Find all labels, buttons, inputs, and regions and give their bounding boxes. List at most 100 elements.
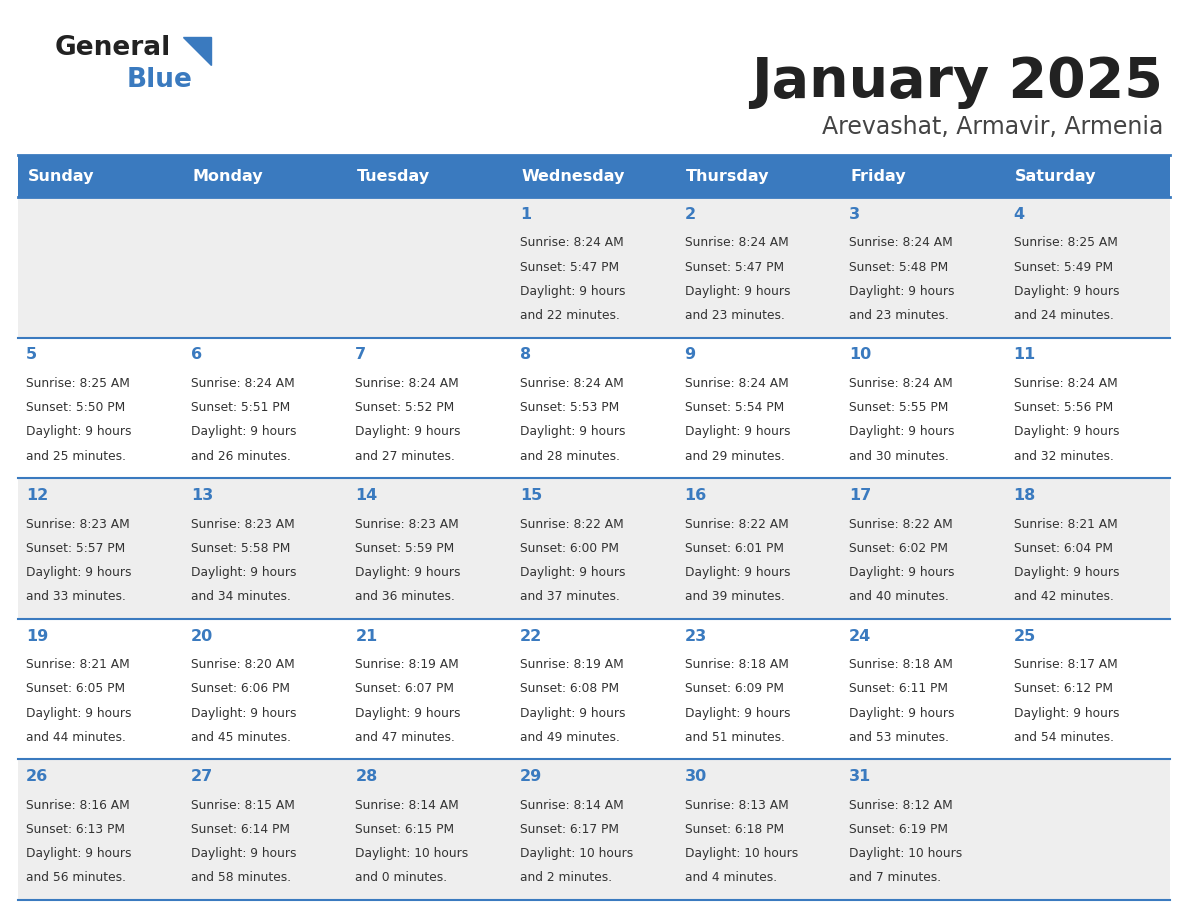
Text: 29: 29 xyxy=(520,769,542,784)
Text: Sunday: Sunday xyxy=(27,169,94,184)
Text: Sunset: 6:02 PM: Sunset: 6:02 PM xyxy=(849,542,948,554)
Text: 4: 4 xyxy=(1013,207,1025,222)
Bar xyxy=(841,478,1005,619)
Polygon shape xyxy=(183,37,211,65)
Bar xyxy=(1005,338,1170,478)
Bar xyxy=(183,478,347,619)
Text: Daylight: 9 hours: Daylight: 9 hours xyxy=(191,707,296,720)
Text: 28: 28 xyxy=(355,769,378,784)
Text: Sunrise: 8:17 AM: Sunrise: 8:17 AM xyxy=(1013,658,1118,671)
Bar xyxy=(183,759,347,900)
Bar xyxy=(183,338,347,478)
Text: 30: 30 xyxy=(684,769,707,784)
Text: Daylight: 10 hours: Daylight: 10 hours xyxy=(849,847,962,860)
Text: 5: 5 xyxy=(26,347,37,363)
Bar xyxy=(183,155,347,197)
Text: Sunrise: 8:23 AM: Sunrise: 8:23 AM xyxy=(355,518,459,531)
Bar xyxy=(512,155,676,197)
Text: Sunset: 6:04 PM: Sunset: 6:04 PM xyxy=(1013,542,1113,554)
Text: Sunrise: 8:23 AM: Sunrise: 8:23 AM xyxy=(26,518,129,531)
Text: Blue: Blue xyxy=(127,67,192,93)
Text: Daylight: 9 hours: Daylight: 9 hours xyxy=(520,566,625,579)
Text: Daylight: 9 hours: Daylight: 9 hours xyxy=(26,847,132,860)
Text: and 27 minutes.: and 27 minutes. xyxy=(355,450,455,463)
Text: and 2 minutes.: and 2 minutes. xyxy=(520,871,612,884)
Text: Sunrise: 8:21 AM: Sunrise: 8:21 AM xyxy=(1013,518,1118,531)
Text: Sunrise: 8:24 AM: Sunrise: 8:24 AM xyxy=(849,236,953,250)
Text: and 56 minutes.: and 56 minutes. xyxy=(26,871,126,884)
Bar xyxy=(841,338,1005,478)
Text: and 45 minutes.: and 45 minutes. xyxy=(191,731,291,744)
Bar xyxy=(512,619,676,759)
Bar xyxy=(347,155,512,197)
Text: 17: 17 xyxy=(849,488,871,503)
Text: Sunrise: 8:24 AM: Sunrise: 8:24 AM xyxy=(355,377,459,390)
Text: Daylight: 9 hours: Daylight: 9 hours xyxy=(191,425,296,439)
Bar xyxy=(18,155,183,197)
Text: Sunset: 6:12 PM: Sunset: 6:12 PM xyxy=(1013,682,1113,696)
Text: Daylight: 9 hours: Daylight: 9 hours xyxy=(684,285,790,297)
Text: 21: 21 xyxy=(355,629,378,644)
Bar xyxy=(512,338,676,478)
Bar xyxy=(676,759,841,900)
Text: Daylight: 9 hours: Daylight: 9 hours xyxy=(191,847,296,860)
Text: 14: 14 xyxy=(355,488,378,503)
Text: 18: 18 xyxy=(1013,488,1036,503)
Text: 19: 19 xyxy=(26,629,49,644)
Text: Sunrise: 8:22 AM: Sunrise: 8:22 AM xyxy=(849,518,953,531)
Text: Saturday: Saturday xyxy=(1016,169,1097,184)
Text: and 42 minutes.: and 42 minutes. xyxy=(1013,590,1113,603)
Text: and 58 minutes.: and 58 minutes. xyxy=(191,871,291,884)
Text: Sunset: 5:55 PM: Sunset: 5:55 PM xyxy=(849,401,948,414)
Text: and 39 minutes.: and 39 minutes. xyxy=(684,590,784,603)
Text: Wednesday: Wednesday xyxy=(522,169,625,184)
Text: and 54 minutes.: and 54 minutes. xyxy=(1013,731,1113,744)
Bar xyxy=(18,338,183,478)
Text: General: General xyxy=(55,35,171,61)
Bar xyxy=(841,197,1005,338)
Text: Sunset: 5:47 PM: Sunset: 5:47 PM xyxy=(684,261,784,274)
Text: Sunset: 6:15 PM: Sunset: 6:15 PM xyxy=(355,823,455,836)
Text: 10: 10 xyxy=(849,347,871,363)
Text: Daylight: 9 hours: Daylight: 9 hours xyxy=(1013,566,1119,579)
Text: Sunset: 6:14 PM: Sunset: 6:14 PM xyxy=(191,823,290,836)
Bar xyxy=(183,197,347,338)
Text: Sunrise: 8:19 AM: Sunrise: 8:19 AM xyxy=(520,658,624,671)
Text: Sunset: 5:51 PM: Sunset: 5:51 PM xyxy=(191,401,290,414)
Text: Sunrise: 8:24 AM: Sunrise: 8:24 AM xyxy=(849,377,953,390)
Text: and 28 minutes.: and 28 minutes. xyxy=(520,450,620,463)
Text: Sunset: 6:07 PM: Sunset: 6:07 PM xyxy=(355,682,454,696)
Text: Sunset: 5:57 PM: Sunset: 5:57 PM xyxy=(26,542,126,554)
Bar xyxy=(347,478,512,619)
Text: Tuesday: Tuesday xyxy=(358,169,430,184)
Text: Sunrise: 8:20 AM: Sunrise: 8:20 AM xyxy=(191,658,295,671)
Bar xyxy=(676,155,841,197)
Text: Sunset: 6:00 PM: Sunset: 6:00 PM xyxy=(520,542,619,554)
Text: Daylight: 9 hours: Daylight: 9 hours xyxy=(355,566,461,579)
Text: Friday: Friday xyxy=(851,169,906,184)
Text: and 53 minutes.: and 53 minutes. xyxy=(849,731,949,744)
Text: Sunset: 5:48 PM: Sunset: 5:48 PM xyxy=(849,261,948,274)
Bar xyxy=(676,197,841,338)
Text: 9: 9 xyxy=(684,347,696,363)
Text: 7: 7 xyxy=(355,347,366,363)
Text: Sunrise: 8:23 AM: Sunrise: 8:23 AM xyxy=(191,518,295,531)
Text: Daylight: 9 hours: Daylight: 9 hours xyxy=(684,566,790,579)
Text: Daylight: 9 hours: Daylight: 9 hours xyxy=(684,425,790,439)
Text: 20: 20 xyxy=(191,629,213,644)
Text: Daylight: 10 hours: Daylight: 10 hours xyxy=(355,847,468,860)
Text: Sunrise: 8:24 AM: Sunrise: 8:24 AM xyxy=(191,377,295,390)
Bar xyxy=(347,338,512,478)
Bar xyxy=(1005,478,1170,619)
Text: Sunrise: 8:24 AM: Sunrise: 8:24 AM xyxy=(1013,377,1118,390)
Text: Sunrise: 8:24 AM: Sunrise: 8:24 AM xyxy=(684,377,789,390)
Bar xyxy=(676,478,841,619)
Text: and 33 minutes.: and 33 minutes. xyxy=(26,590,126,603)
Text: 11: 11 xyxy=(1013,347,1036,363)
Text: and 49 minutes.: and 49 minutes. xyxy=(520,731,620,744)
Text: and 36 minutes.: and 36 minutes. xyxy=(355,590,455,603)
Bar xyxy=(1005,759,1170,900)
Text: Sunrise: 8:12 AM: Sunrise: 8:12 AM xyxy=(849,799,953,812)
Bar xyxy=(512,478,676,619)
Text: Daylight: 9 hours: Daylight: 9 hours xyxy=(849,425,955,439)
